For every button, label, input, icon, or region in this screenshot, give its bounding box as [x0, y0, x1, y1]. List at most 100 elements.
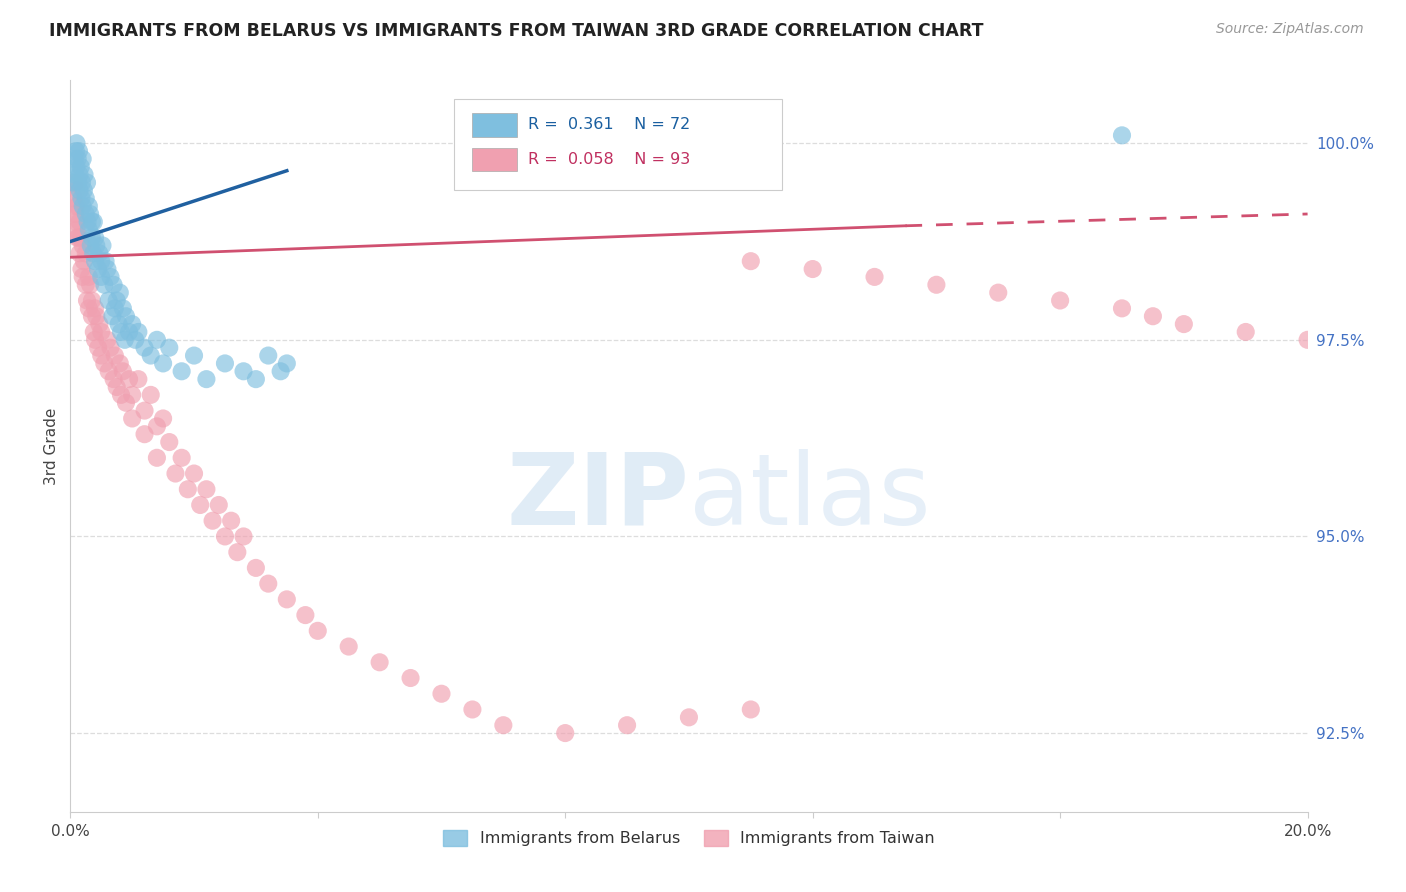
Point [91, 238, 114, 252]
Point [66, 152, 89, 166]
Point [294, 608, 316, 623]
Point [70, 262, 93, 277]
Point [554, 726, 576, 740]
Point [214, 356, 236, 370]
Point [69, 160, 91, 174]
Point [97, 293, 120, 308]
Point [257, 349, 280, 363]
Point [65, 223, 87, 237]
Point [740, 702, 762, 716]
Point [89, 246, 111, 260]
Point [100, 341, 122, 355]
Point [80, 215, 103, 229]
Point [105, 293, 128, 308]
Point [77, 301, 100, 316]
Point [107, 317, 129, 331]
Point [73, 254, 96, 268]
Point [84, 238, 107, 252]
Point [146, 450, 169, 465]
Point [101, 310, 124, 324]
Point [108, 285, 131, 300]
Legend: Immigrants from Belarus, Immigrants from Taiwan: Immigrants from Belarus, Immigrants from… [439, 825, 939, 851]
Point [152, 411, 174, 425]
Point [100, 269, 122, 284]
Text: R =  0.361    N = 72: R = 0.361 N = 72 [529, 118, 690, 132]
Point [69, 183, 91, 197]
Point [987, 285, 1010, 300]
Point [76, 293, 98, 308]
Point [461, 702, 484, 716]
Point [1173, 317, 1195, 331]
Point [195, 482, 218, 496]
Point [103, 277, 125, 292]
Text: ZIP: ZIP [506, 449, 689, 546]
Point [104, 301, 127, 316]
Point [67, 144, 90, 158]
Point [103, 372, 125, 386]
Point [368, 655, 391, 669]
Point [65, 168, 87, 182]
Point [84, 254, 107, 268]
Point [79, 207, 101, 221]
Point [76, 176, 98, 190]
Point [75, 207, 97, 221]
Point [80, 238, 103, 252]
Point [146, 419, 169, 434]
Point [65, 136, 87, 151]
Point [399, 671, 422, 685]
Point [90, 254, 112, 268]
Point [80, 293, 103, 308]
Point [925, 277, 948, 292]
Point [63, 176, 86, 190]
Point [492, 718, 515, 732]
Point [73, 183, 96, 197]
Point [337, 640, 360, 654]
Point [65, 207, 87, 221]
Point [77, 223, 100, 237]
Point [69, 168, 91, 182]
Point [232, 529, 254, 543]
Point [83, 325, 105, 339]
Point [177, 482, 200, 496]
Point [62, 176, 84, 190]
Point [77, 199, 100, 213]
Point [80, 230, 103, 244]
Point [75, 277, 97, 292]
Point [118, 372, 141, 386]
Point [257, 576, 280, 591]
Point [1111, 301, 1133, 316]
Point [65, 160, 87, 174]
Point [165, 467, 187, 481]
Point [183, 349, 205, 363]
Point [430, 687, 453, 701]
Y-axis label: 3rd Grade: 3rd Grade [44, 408, 59, 484]
Point [170, 450, 193, 465]
Point [740, 254, 762, 268]
FancyBboxPatch shape [454, 99, 782, 190]
Point [65, 183, 87, 197]
Point [108, 356, 131, 370]
Text: IMMIGRANTS FROM BELARUS VS IMMIGRANTS FROM TAIWAN 3RD GRADE CORRELATION CHART: IMMIGRANTS FROM BELARUS VS IMMIGRANTS FR… [49, 22, 984, 40]
Point [104, 349, 127, 363]
Point [69, 246, 91, 260]
Point [69, 230, 91, 244]
Point [110, 325, 132, 339]
Point [245, 561, 267, 575]
Point [146, 333, 169, 347]
Text: R =  0.058    N = 93: R = 0.058 N = 93 [529, 152, 690, 167]
Point [62, 191, 84, 205]
Point [863, 269, 886, 284]
Point [75, 246, 97, 260]
Point [75, 191, 97, 205]
Point [76, 215, 98, 229]
Point [84, 301, 107, 316]
Point [96, 333, 118, 347]
Point [134, 341, 156, 355]
Point [84, 333, 107, 347]
Point [127, 325, 149, 339]
Point [157, 435, 180, 450]
Text: Source: ZipAtlas.com: Source: ZipAtlas.com [1216, 22, 1364, 37]
Point [232, 364, 254, 378]
Point [801, 262, 824, 277]
Point [84, 310, 107, 324]
